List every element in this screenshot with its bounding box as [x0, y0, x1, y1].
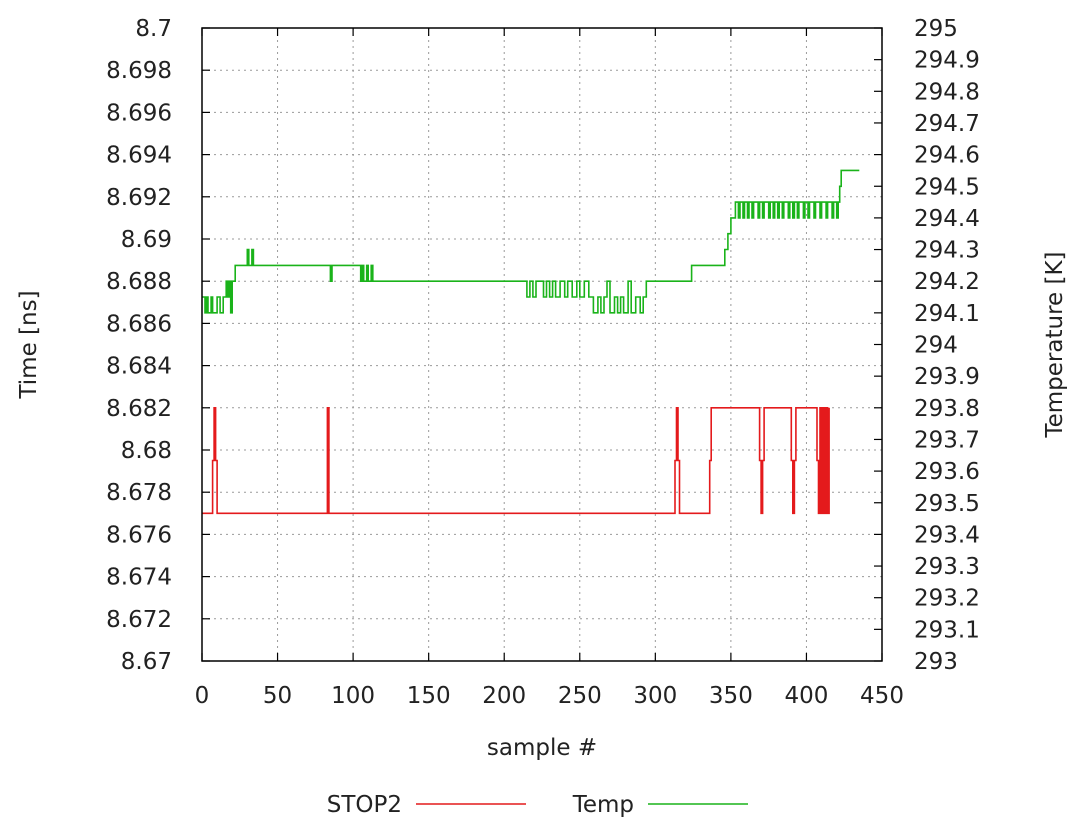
y2-tick-label: 293.9: [914, 364, 980, 390]
y-axis-label: Time [ns]: [16, 290, 42, 399]
y2-tick-label: 294: [914, 333, 958, 359]
y2-tick-label: 293.5: [914, 491, 980, 517]
y2-tick-label: 293.4: [914, 522, 980, 548]
y2-tick-label: 294.2: [914, 269, 980, 295]
series-layer: [202, 169, 860, 515]
x-tick-label: 200: [482, 683, 526, 709]
y2-tick-label: 294.6: [914, 143, 980, 169]
x-tick-label: 100: [331, 683, 375, 709]
x-tick-label: 450: [860, 683, 904, 709]
x-tick-label: 300: [633, 683, 677, 709]
y-tick-label: 8.682: [106, 396, 172, 422]
y2-tick-label: 293.3: [914, 554, 980, 580]
y2-tick-label: 293.1: [914, 617, 980, 643]
y2-tick-label: 293.7: [914, 427, 980, 453]
x-tick-label: 0: [195, 683, 210, 709]
x-tick-label: 150: [407, 683, 451, 709]
y-tick-label: 8.676: [106, 522, 172, 548]
y-tick-label: 8.686: [106, 311, 172, 337]
y2-tick-label: 294.9: [914, 48, 980, 74]
y2-axis-label: Temperature [K]: [1042, 251, 1068, 438]
x-tick-label: 250: [558, 683, 602, 709]
y-tick-label: 8.696: [106, 100, 172, 126]
y-tick-label: 8.69: [121, 227, 172, 253]
y2-tick-label: 294.8: [914, 79, 980, 105]
series-line-temp: [202, 169, 860, 314]
y-tick-label: 8.67: [121, 649, 172, 675]
y-tick-label: 8.692: [106, 185, 172, 211]
y2-tick-label: 293.2: [914, 586, 980, 612]
x-tick-label: 400: [784, 683, 828, 709]
y2-tick-label: 293.8: [914, 396, 980, 422]
y-tick-label: 8.672: [106, 607, 172, 633]
y2-tick-label: 294.1: [914, 301, 980, 327]
axis-ticks: 0 50 100 150 200 250 300 350 400 450 8.67 8.672 8.67…: [106, 16, 980, 709]
y-tick-label: 8.698: [106, 58, 172, 84]
y2-tick-label: 295: [914, 16, 958, 42]
y-tick-label: 8.678: [106, 480, 172, 506]
x-tick-label: 50: [263, 683, 292, 709]
legend-label-stop2: STOP2: [327, 792, 402, 818]
y-tick-label: 8.7: [135, 16, 172, 42]
y2-tick-label: 293: [914, 649, 958, 675]
y2-tick-label: 294.4: [914, 206, 980, 232]
y2-tick-label: 294.7: [914, 111, 980, 137]
y-tick-label: 8.684: [106, 354, 172, 380]
y2-tick-label: 294.5: [914, 174, 980, 200]
y-tick-label: 8.694: [106, 143, 172, 169]
x-tick-label: 350: [709, 683, 753, 709]
y2-tick-label: 293.6: [914, 459, 980, 485]
y-tick-label: 8.68: [121, 438, 172, 464]
y-tick-label: 8.674: [106, 565, 172, 591]
series-line-stop2: [202, 407, 830, 515]
y2-tick-label: 294.3: [914, 238, 980, 264]
x-axis-label: sample #: [487, 735, 597, 761]
legend-label-temp: Temp: [572, 792, 634, 818]
y-tick-label: 8.688: [106, 269, 172, 295]
legend: STOP2 Temp: [327, 792, 748, 818]
